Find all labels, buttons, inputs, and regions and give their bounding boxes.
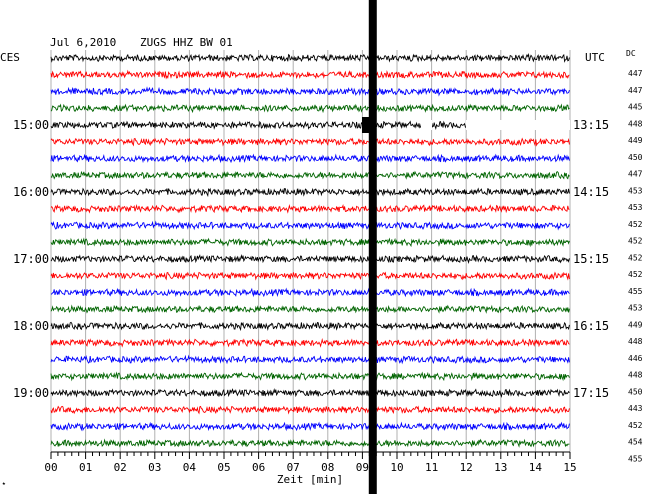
dc-offset-label: 452 <box>628 237 643 246</box>
trace-line <box>50 220 570 231</box>
dc-offset-label: 453 <box>628 203 643 212</box>
trace-line <box>50 354 570 365</box>
trace-line <box>50 86 570 97</box>
station-label: ZUGS HHZ BW 01 <box>140 36 233 49</box>
dc-offset-label: 452 <box>628 253 643 262</box>
trace-line <box>50 187 570 198</box>
left-time-label: 15:00 <box>13 118 49 132</box>
dc-offset-label: 448 <box>628 337 643 346</box>
dc-offset-label: 455 <box>628 287 643 296</box>
x-axis-label: Zeit [min] <box>277 473 343 486</box>
right-time-label: 16:15 <box>573 319 609 333</box>
event-band-bar <box>368 0 377 494</box>
left-time-label: 18:00 <box>13 319 49 333</box>
x-tick-label: 01 <box>79 461 92 474</box>
trace-line <box>50 203 570 214</box>
trace-line <box>50 387 570 399</box>
dc-offset-label: 452 <box>628 220 643 229</box>
seismogram-traces: 447 447 445 448 449 450 447 453 453 452 452 452 452 4… <box>13 52 643 463</box>
dc-offset-label: 443 <box>628 404 643 413</box>
right-time-label: 15:15 <box>573 252 609 266</box>
x-tick-label: 04 <box>183 461 197 474</box>
x-tick-label: 06 <box>252 461 265 474</box>
data-gap <box>466 120 570 130</box>
dc-offset-label: 450 <box>628 153 643 162</box>
dc-offset-label: 452 <box>628 270 643 279</box>
trace-line <box>50 405 570 415</box>
trace-line <box>50 421 570 432</box>
trace-line <box>50 438 570 448</box>
x-axis: 00 01 02 03 04 05 06 07 08 09 10 11 12 13 14 15 <box>44 451 577 474</box>
trace-line <box>50 304 570 314</box>
trace-line <box>50 170 570 180</box>
event-band <box>368 0 377 494</box>
x-tick-label: 12 <box>460 461 473 474</box>
trace-line <box>50 137 570 147</box>
right-timezone-label: UTC <box>585 51 605 64</box>
x-tick-label: 15 <box>563 461 576 474</box>
dc-offset-label: 450 <box>628 387 643 396</box>
left-timezone-label: CES <box>0 51 20 64</box>
left-time-label: 16:00 <box>13 185 49 199</box>
dc-offset-label: 452 <box>628 421 643 430</box>
dc-offset-label: 453 <box>628 186 643 195</box>
x-tick-label: 05 <box>217 461 230 474</box>
x-tick-label: 14 <box>529 461 543 474</box>
dc-offset-label: 447 <box>628 69 643 78</box>
dc-label: DC <box>626 49 636 58</box>
x-tick-label: 08 <box>321 461 334 474</box>
trace-line <box>50 153 570 164</box>
dc-offset-label: 447 <box>628 170 643 179</box>
dc-offset-label: 447 <box>628 86 643 95</box>
x-tick-label: 09 <box>356 461 369 474</box>
dc-offset-label: 446 <box>628 354 643 363</box>
trace-line <box>50 287 570 298</box>
dc-offset-label: 449 <box>628 320 643 329</box>
x-tick-label: 11 <box>425 461 438 474</box>
trace-line <box>50 337 570 348</box>
trace-line <box>50 271 570 281</box>
data-gap <box>421 120 432 130</box>
trace-line <box>50 321 570 332</box>
dc-offset-label: 448 <box>628 119 643 128</box>
x-tick-label: 10 <box>390 461 403 474</box>
dc-offset-label: 448 <box>628 371 643 380</box>
dc-offset-label: 449 <box>628 136 643 145</box>
trace-line <box>50 371 570 382</box>
x-tick-label: 07 <box>287 461 300 474</box>
right-time-label: 13:15 <box>573 118 609 132</box>
x-tick-label: 03 <box>148 461 161 474</box>
corner-mark: ★ <box>2 480 6 487</box>
trace-line <box>50 253 570 265</box>
x-tick-label: 02 <box>114 461 127 474</box>
left-time-label: 19:00 <box>13 386 49 400</box>
x-tick-label: 13 <box>494 461 507 474</box>
dc-offset-label: 445 <box>628 103 643 112</box>
trace-line <box>50 103 570 114</box>
x-tick-label: 00 <box>44 461 57 474</box>
left-time-label: 17:00 <box>13 252 49 266</box>
trace-line <box>50 69 570 80</box>
dc-offset-label: 454 <box>628 438 643 447</box>
date-label: Jul 6,2010 <box>50 36 116 49</box>
right-time-label: 14:15 <box>573 185 609 199</box>
trace-line <box>50 52 570 63</box>
grid-lines <box>50 50 571 452</box>
right-time-label: 17:15 <box>573 386 609 400</box>
trace-line <box>50 237 570 248</box>
dc-offset-label: 455 <box>628 454 643 463</box>
dc-offset-label: 453 <box>628 304 643 313</box>
